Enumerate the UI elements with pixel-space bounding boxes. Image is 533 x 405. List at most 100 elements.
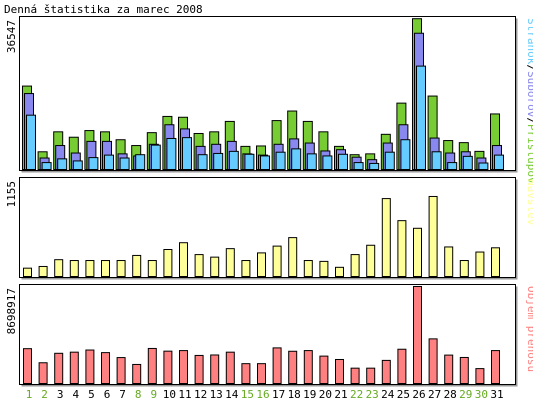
volume-bar — [163, 350, 173, 384]
visits-bar — [397, 220, 407, 278]
pages-bar — [384, 151, 395, 170]
volume-bar — [272, 347, 282, 385]
volume-bar — [38, 362, 48, 384]
day-label: 21 — [334, 388, 347, 401]
day-label: 12 — [194, 388, 207, 401]
pages-bar — [119, 157, 130, 171]
volume-bar — [101, 352, 110, 384]
volume-bar — [85, 349, 95, 384]
visits-bar — [101, 260, 110, 278]
day-label: 18 — [288, 388, 301, 401]
day-label: 4 — [72, 388, 79, 401]
volume-bar — [54, 352, 64, 385]
volume-bar — [132, 363, 142, 384]
pages-bar — [462, 155, 473, 170]
visits-bar — [459, 260, 469, 278]
volume-bar — [225, 351, 235, 384]
legend: Návštev — [525, 179, 533, 226]
visits-bar — [179, 242, 188, 278]
pages-bar — [306, 153, 317, 171]
volume-bar — [23, 348, 32, 385]
volume-bar — [413, 285, 422, 384]
pages-bar — [400, 139, 411, 170]
day-label: 26 — [412, 388, 425, 401]
visits-bar — [54, 259, 64, 278]
day-label: 31 — [490, 388, 503, 401]
visits-bar — [475, 251, 485, 278]
pages-bar — [213, 152, 224, 170]
visits-bar — [116, 260, 126, 278]
pages-bar — [478, 162, 489, 170]
volume-bar — [303, 350, 313, 384]
pages-bar — [494, 154, 504, 171]
day-label: 23 — [366, 388, 379, 401]
visits-bar — [303, 260, 313, 278]
y-axis-max-label: 8698917 — [5, 288, 18, 334]
visits-bar — [381, 198, 391, 277]
pages-bar — [182, 137, 192, 170]
legend-entry: Stránok — [525, 18, 533, 65]
volume-bar — [475, 368, 485, 385]
day-label: 24 — [381, 388, 395, 401]
day-label: 28 — [444, 388, 457, 401]
volume-bar — [179, 350, 188, 384]
day-label: 29 — [459, 388, 472, 401]
pages-bar — [244, 153, 255, 170]
visits-bar — [491, 247, 500, 277]
pages-bar — [431, 151, 442, 171]
pages-bar — [57, 158, 68, 170]
day-label: 17 — [272, 388, 285, 401]
pages-bar — [447, 162, 458, 170]
y-axis-max-label: 36547 — [5, 20, 18, 53]
day-label: 14 — [225, 388, 239, 401]
visits-bar — [23, 267, 32, 277]
pages-bar — [353, 162, 364, 170]
pages-bar — [166, 137, 177, 170]
day-label: 15 — [241, 388, 254, 401]
day-label: 2 — [41, 388, 48, 401]
pages-bar — [41, 162, 52, 170]
visits-bar — [147, 260, 157, 278]
pages-bar — [416, 65, 426, 170]
visits-bar — [69, 260, 79, 278]
day-label: 3 — [57, 388, 64, 401]
day-label: 13 — [210, 388, 223, 401]
visits-bar — [194, 254, 204, 278]
day-label: 27 — [428, 388, 441, 401]
volume-bar — [397, 348, 407, 384]
volume-bar — [491, 350, 500, 384]
day-label: 25 — [397, 388, 410, 401]
visits-bar — [444, 246, 454, 277]
day-label: 8 — [135, 388, 142, 401]
day-label: 5 — [88, 388, 95, 401]
visits-bar — [272, 245, 282, 278]
visits-bar — [85, 260, 95, 278]
pages-bar — [26, 114, 36, 171]
chart-title: Denná štatistika za marec 2008 — [4, 3, 203, 16]
pages-bar — [88, 157, 99, 170]
pages-bar — [291, 148, 302, 170]
visits-bar — [366, 244, 376, 277]
volume-bar — [319, 355, 329, 384]
visits-bar — [428, 195, 438, 277]
volume-bar — [194, 354, 204, 385]
day-label: 6 — [104, 388, 111, 401]
visits-bar — [257, 252, 266, 277]
pages-bar — [322, 155, 333, 171]
pages-bar — [260, 155, 270, 171]
volume-bar — [241, 363, 251, 384]
day-label: 30 — [475, 388, 488, 401]
visits-bar — [210, 256, 220, 277]
pages-bar — [275, 151, 286, 170]
day-label: 7 — [119, 388, 126, 401]
legend-entry: / — [525, 64, 533, 71]
day-label: 19 — [303, 388, 316, 401]
volume-bar — [257, 363, 266, 384]
visits-bar — [132, 254, 142, 277]
visits-bar — [335, 266, 344, 277]
day-label: 9 — [150, 388, 157, 401]
volume-bar — [366, 367, 376, 385]
day-label: 20 — [319, 388, 332, 401]
visits-bar — [225, 248, 235, 278]
legend: Objem prenosu — [525, 286, 533, 372]
